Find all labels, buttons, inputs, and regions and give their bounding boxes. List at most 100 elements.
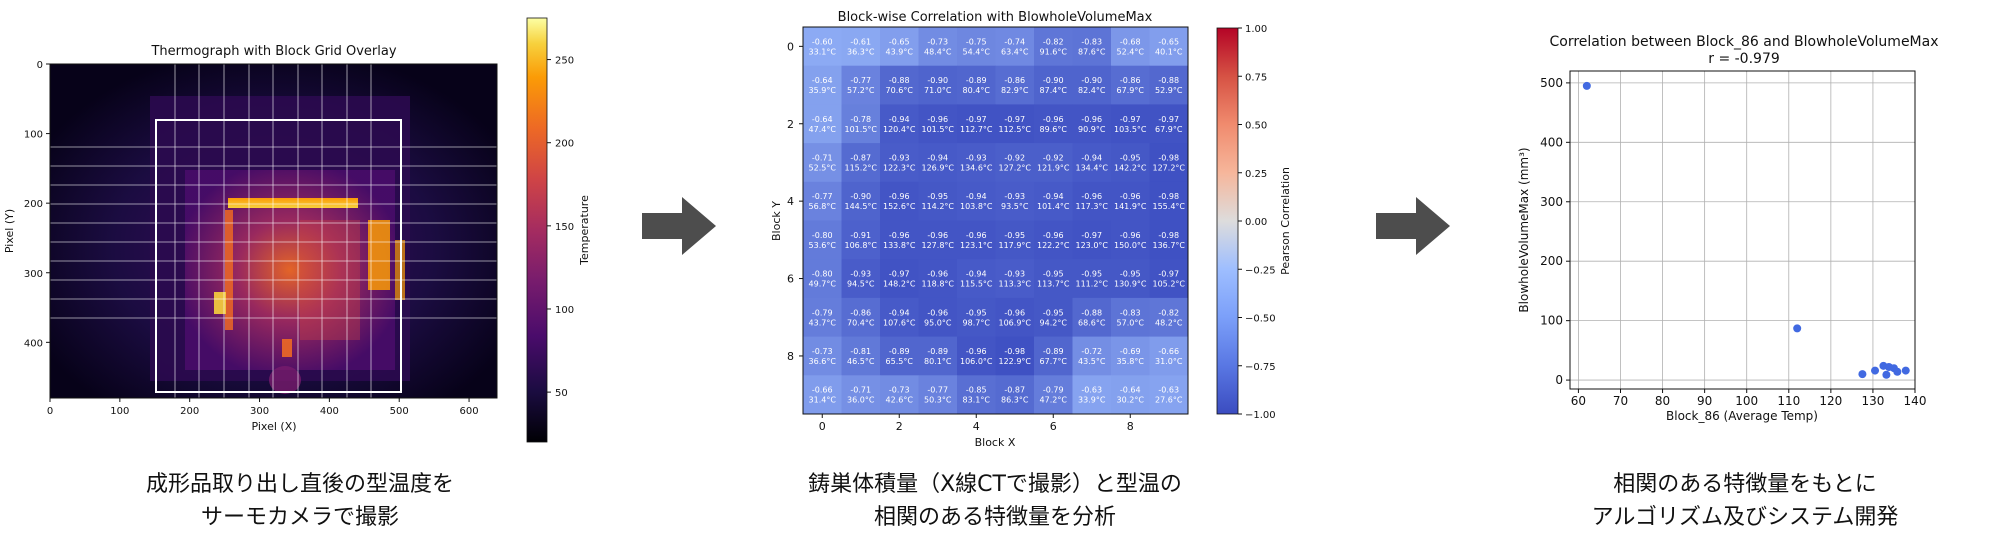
heatmap-cell [1034, 143, 1073, 183]
heatmap-cell [1034, 104, 1073, 144]
cell-temperature-label: 43.9°C [886, 47, 914, 56]
heatmap-title: Block-wise Correlation with BlowholeVolu… [838, 10, 1153, 25]
cell-correlation-label: -0.77 [850, 76, 871, 85]
cell-temperature-label: 112.7°C [960, 125, 993, 134]
cell-temperature-label: 91.6°C [1040, 47, 1068, 56]
cell-temperature-label: 31.4°C [809, 396, 837, 405]
heatmap-cell [995, 181, 1035, 221]
cell-temperature-label: 43.7°C [809, 318, 837, 327]
x-tick-label: 0 [819, 420, 826, 433]
heatmap-cell [1111, 375, 1150, 415]
cell-temperature-label: 127.2°C [1153, 163, 1186, 172]
heatmap-xlabel: Block X [975, 436, 1016, 449]
cell-temperature-label: 103.8°C [960, 202, 993, 211]
cell-temperature-label: 67.9°C [1155, 125, 1183, 134]
scatter-frame [1569, 70, 1916, 390]
cell-correlation-label: -0.89 [1043, 347, 1064, 356]
cell-correlation-label: -0.96 [927, 115, 948, 124]
y-tick-label: 0 [37, 60, 43, 71]
heatmap-cell [841, 104, 881, 144]
cell-temperature-label: 113.3°C [999, 280, 1032, 289]
cell-correlation-label: -0.94 [966, 192, 987, 201]
heatmap-cell [1072, 181, 1112, 221]
cell-correlation-label: -0.73 [812, 347, 833, 356]
scatter-subtitle: r = -0.979 [1708, 51, 1780, 67]
cell-temperature-label: 42.6°C [886, 396, 914, 405]
thermograph-xlabel: Pixel (X) [251, 420, 296, 433]
cell-correlation-label: -0.95 [1120, 153, 1141, 162]
cell-correlation-label: -0.96 [1043, 231, 1064, 240]
thermograph-ylabel: Pixel (Y) [3, 209, 16, 253]
cell-temperature-label: 54.4°C [963, 47, 991, 56]
cell-correlation-label: -0.80 [812, 270, 833, 279]
cell-correlation-label: -0.91 [850, 231, 871, 240]
cell-correlation-label: -0.90 [927, 76, 948, 85]
x-tick-label: 6 [1050, 420, 1057, 433]
cell-correlation-label: -0.64 [812, 115, 833, 124]
cell-correlation-label: -0.88 [1081, 308, 1102, 317]
cell-temperature-label: 101.5°C [845, 125, 878, 134]
heatmap-cell [803, 375, 842, 415]
heatmap-cell [995, 143, 1035, 183]
heatmap-cell [1111, 143, 1150, 183]
cell-temperature-label: 111.2°C [1076, 280, 1109, 289]
cell-correlation-label: -0.96 [889, 231, 910, 240]
heatmap-cell [1149, 104, 1189, 144]
heatmap-cell [918, 181, 958, 221]
x-tick-label: 120 [1819, 394, 1842, 408]
cell-temperature-label: 121.9°C [1037, 163, 1070, 172]
heatmap-cell [1034, 181, 1073, 221]
heatmap-cell [1149, 297, 1189, 337]
colorbar-tick-label: 0.75 [1245, 72, 1267, 83]
heatmap-cell [803, 297, 842, 337]
cell-temperature-label: 80.4°C [963, 86, 991, 95]
heatmap-cell [1149, 27, 1189, 67]
x-tick-label: 8 [1127, 420, 1134, 433]
cell-correlation-label: -0.88 [1158, 76, 1179, 85]
heatmap-cell [1149, 259, 1189, 299]
correlation-heatmap-panel: Block-wise Correlation with BlowholeVolu… [770, 10, 1292, 449]
scatter-axes: 60 70 80 90 100 110 120 130 140 0 100 200 300 400 500 [1540, 70, 1926, 408]
cell-correlation-label: -0.95 [1081, 270, 1102, 279]
cell-correlation-label: -0.98 [1158, 153, 1179, 162]
cell-temperature-label: 127.8°C [922, 241, 955, 250]
colorbar-tick-label: −0.25 [1245, 265, 1276, 276]
heatmap-cell [1034, 259, 1073, 299]
cell-correlation-label: -0.96 [927, 231, 948, 240]
x-tick-label: 100 [1735, 394, 1758, 408]
colorbar-tick-label: 100 [555, 305, 574, 316]
scatter-point [1893, 367, 1902, 376]
cell-temperature-label: 95.0°C [924, 318, 952, 327]
heatmap-cell [1072, 259, 1112, 299]
x-tick-label: 4 [973, 420, 980, 433]
cell-correlation-label: -0.93 [966, 153, 987, 162]
correlation-colorbar [1216, 27, 1239, 415]
heatmap-cell [1111, 65, 1150, 105]
x-tick-label: 500 [390, 406, 409, 417]
cell-temperature-label: 94.5°C [847, 280, 875, 289]
cell-temperature-label: 27.6°C [1155, 396, 1183, 405]
cell-temperature-label: 48.4°C [924, 47, 952, 56]
cell-correlation-label: -0.95 [1043, 308, 1064, 317]
cell-temperature-label: 148.2°C [883, 280, 916, 289]
heatmap-cell [957, 259, 996, 299]
x-tick-label: 70 [1613, 394, 1628, 408]
cell-temperature-label: 56.8°C [809, 202, 837, 211]
colorbar-tick-label: 50 [555, 388, 568, 399]
cell-correlation-label: -0.77 [812, 192, 833, 201]
cell-correlation-label: -0.83 [1081, 37, 1102, 46]
heatmap-cell [880, 104, 919, 144]
cell-correlation-label: -0.96 [966, 347, 987, 356]
y-tick-label: 400 [24, 338, 43, 349]
cell-temperature-label: 82.4°C [1078, 86, 1106, 95]
cell-correlation-label: -0.92 [1043, 153, 1064, 162]
cell-temperature-label: 43.5°C [1078, 357, 1106, 366]
heatmap-cell [841, 220, 881, 260]
heatmap-cell [803, 27, 842, 67]
cell-temperature-label: 70.4°C [847, 318, 875, 327]
heatmap-cell [1111, 297, 1150, 337]
heatmap-cell [841, 181, 881, 221]
heatmap-cell [1034, 27, 1073, 67]
cell-correlation-label: -0.73 [889, 386, 910, 395]
heatmap-cell [995, 220, 1035, 260]
